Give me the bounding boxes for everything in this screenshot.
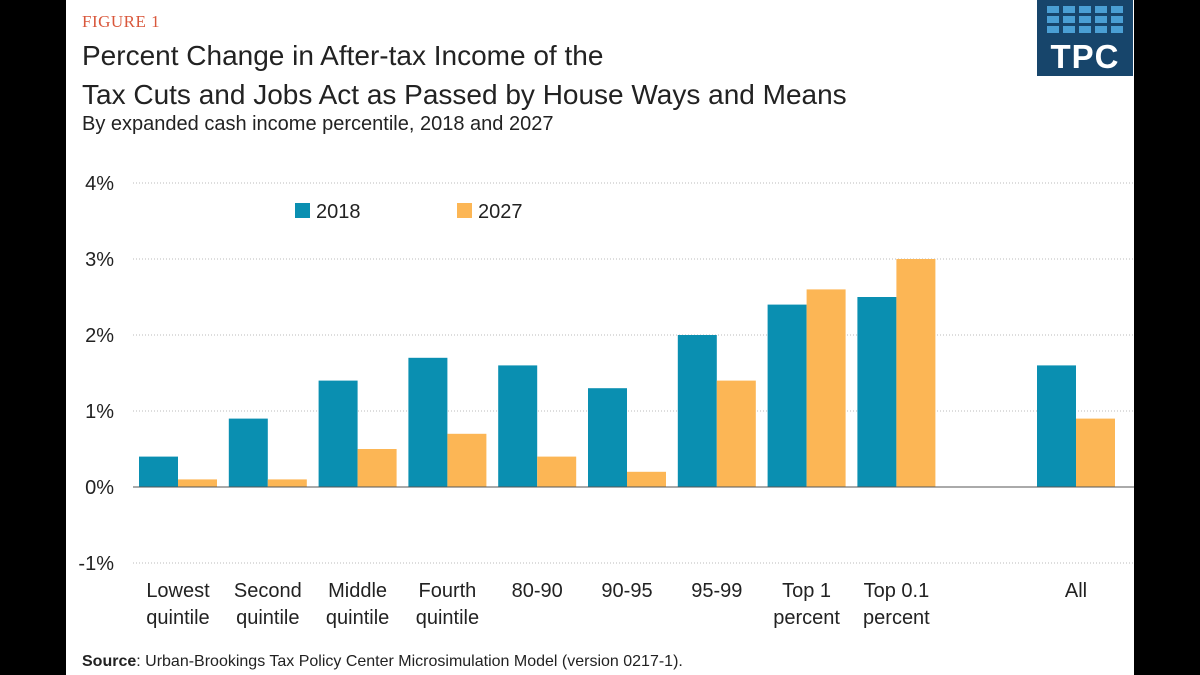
legend-swatch-2027 — [457, 203, 472, 218]
x-tick-label: All — [1065, 580, 1087, 602]
chart-title: Percent Change in After-tax Income of th… — [82, 36, 847, 114]
bar-2027 — [716, 380, 756, 487]
bar-2027 — [1076, 418, 1115, 487]
bar-2027 — [627, 471, 666, 487]
x-tick-label: quintile — [236, 607, 299, 629]
bar-2027 — [447, 433, 487, 487]
bar-2018 — [228, 418, 268, 487]
x-tick-label: Lowest — [146, 580, 210, 602]
x-tick-label: quintile — [326, 607, 389, 629]
bar-2018 — [498, 365, 538, 487]
bar-2018 — [139, 456, 178, 487]
legend-label-2027: 2027 — [478, 201, 523, 223]
bar-2018 — [1037, 365, 1076, 487]
y-tick-label: -1% — [78, 553, 114, 575]
x-tick-label: percent — [773, 607, 840, 629]
bar-2027 — [806, 289, 846, 487]
x-tick-label: quintile — [146, 607, 209, 629]
y-tick-label: 2% — [85, 325, 114, 347]
bar-2027 — [357, 449, 397, 487]
y-tick-label: 4% — [85, 173, 114, 195]
bar-2018 — [677, 335, 717, 487]
chart-title-line-2: Tax Cuts and Jobs Act as Passed by House… — [82, 79, 847, 110]
chart-title-line-1: Percent Change in After-tax Income of th… — [82, 40, 604, 71]
y-tick-label: 0% — [85, 477, 114, 499]
x-tick-label: 80-90 — [512, 580, 563, 602]
chart-subtitle: By expanded cash income percentile, 2018… — [82, 113, 554, 135]
bar-2027 — [178, 479, 217, 487]
x-tick-label: Top 1 — [782, 580, 831, 602]
logo-grid-icon — [1047, 6, 1127, 33]
x-tick-label: Second — [234, 580, 302, 602]
tpc-logo: TPC — [1037, 0, 1133, 76]
x-tick-label: 95-99 — [691, 580, 742, 602]
figure-label: FIGURE 1 — [82, 12, 161, 31]
y-tick-label: 3% — [85, 249, 114, 271]
bar-2018 — [857, 297, 897, 487]
x-tick-label: percent — [863, 607, 930, 629]
legend-label-2018: 2018 — [316, 201, 361, 223]
x-tick-label: 90-95 — [601, 580, 652, 602]
bar-2018 — [318, 380, 358, 487]
x-tick-label: Top 0.1 — [864, 580, 930, 602]
bar-2018 — [767, 304, 807, 487]
bar-2027 — [537, 456, 577, 487]
bar-2027 — [896, 259, 936, 487]
x-tick-label: Middle — [328, 580, 387, 602]
y-tick-label: 1% — [85, 401, 114, 423]
source-note: Source: Urban-Brookings Tax Policy Cente… — [82, 653, 683, 671]
bar-2018 — [408, 357, 448, 487]
logo-text: TPC — [1050, 38, 1120, 75]
bar-chart: 4% 3% 2% 1% 0% -1% Lowest quintile Second quintil… — [78, 173, 1134, 629]
bar-2018 — [588, 388, 627, 487]
x-tick-label: Fourth — [418, 580, 476, 602]
source-text: : Urban-Brookings Tax Policy Center Micr… — [136, 653, 683, 670]
legend-swatch-2018 — [295, 203, 310, 218]
figure-panel: FIGURE 1 Percent Change in After-tax Inc… — [66, 0, 1134, 675]
bar-2027 — [267, 479, 307, 487]
source-label: Source — [82, 653, 137, 670]
x-tick-label: quintile — [416, 607, 479, 629]
